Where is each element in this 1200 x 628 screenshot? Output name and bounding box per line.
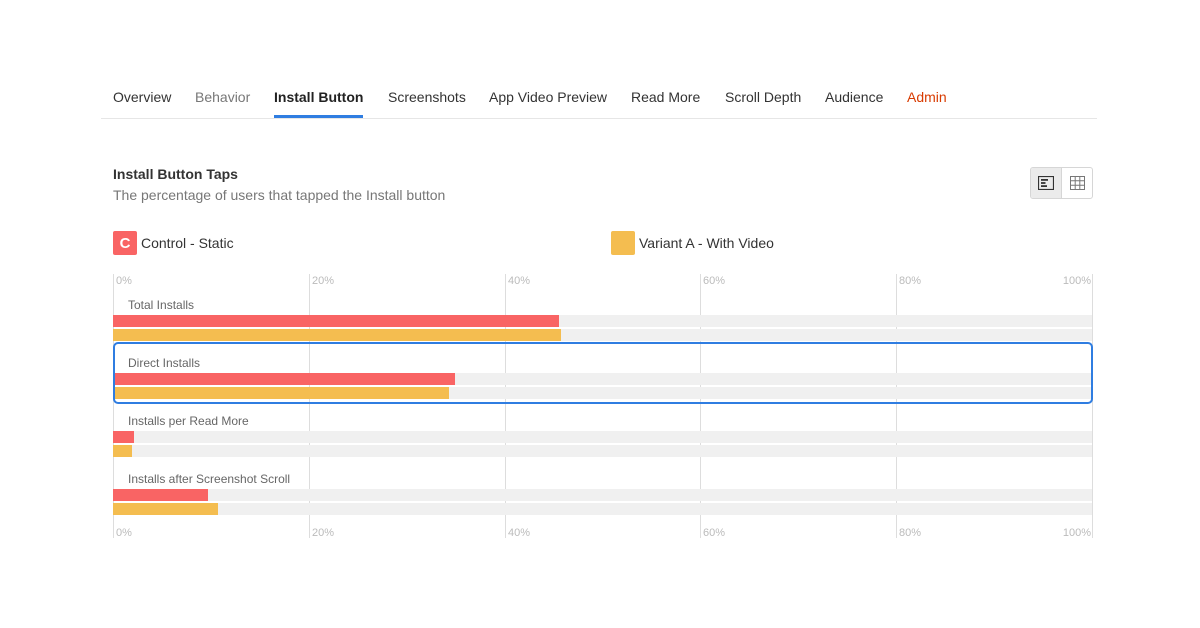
chart-title: Install Button Taps [113, 166, 238, 182]
tab-audience[interactable]: Audience [825, 89, 884, 105]
bar-control[interactable] [113, 489, 208, 501]
table-grid-icon [1069, 176, 1085, 190]
bar-track [113, 489, 1092, 501]
bar-track [113, 315, 1092, 327]
x-tick-label-top: 100% [1062, 275, 1091, 287]
x-tick-label-bottom: 20% [312, 527, 335, 539]
bar-track [113, 329, 1092, 341]
tab-bar: Overview Behavior Install Button Screenshot… [101, 78, 1097, 119]
bar-variant-a[interactable] [113, 445, 132, 457]
bar-variant-a[interactable] [113, 329, 562, 341]
grid-line [113, 274, 114, 538]
row-label: Direct Installs [128, 356, 201, 370]
tab-app-video-preview[interactable]: App Video Preview [489, 89, 608, 105]
tab-scroll-depth[interactable]: Scroll Depth [725, 89, 802, 105]
bar-track [113, 503, 1092, 515]
row-label: Total Installs [128, 298, 195, 312]
x-tick-label-bottom: 60% [703, 527, 726, 539]
tab-install-button[interactable]: Install Button [274, 78, 364, 118]
grid-line [896, 274, 897, 538]
legend-label-variant-a: Variant A - With Video [639, 235, 774, 251]
row-label: Installs per Read More [128, 414, 249, 428]
row-label: Installs after Screenshot Scroll [128, 472, 291, 486]
x-tick-label-top: 80% [899, 275, 922, 287]
x-tick-label-top: 20% [312, 275, 335, 287]
grid-line [700, 274, 701, 538]
selected-row-outline[interactable] [113, 342, 1093, 404]
x-tick-label-top: 60% [703, 275, 726, 287]
x-tick-label-bottom: 40% [508, 527, 531, 539]
grid-line [1092, 274, 1093, 538]
x-tick-label-top: 40% [508, 275, 531, 287]
tab-overview[interactable]: Overview [113, 89, 172, 105]
bar-track [113, 445, 1092, 457]
legend-swatch-variant-a [611, 231, 635, 255]
legend-label-control: Control - Static [141, 235, 234, 251]
tab-screenshots[interactable]: Screenshots [388, 89, 466, 105]
x-tick-label-bottom: 0% [116, 527, 132, 539]
chart-subtitle: The percentage of users that tapped the … [113, 187, 446, 203]
bar-track [113, 431, 1092, 443]
bar-control[interactable] [113, 373, 455, 385]
legend-swatch-control: C [113, 231, 137, 255]
tab-admin[interactable]: Admin [907, 89, 947, 105]
tab-behavior[interactable]: Behavior [195, 89, 251, 105]
x-tick-label-bottom: 80% [899, 527, 922, 539]
bar-control[interactable] [113, 315, 560, 327]
x-tick-label-top: 0% [116, 275, 132, 287]
bar-track [113, 373, 1092, 385]
tab-read-more[interactable]: Read More [631, 89, 701, 105]
bar-variant-a[interactable] [113, 387, 449, 399]
grid-line [309, 274, 310, 538]
legend-item-variant-a[interactable]: Variant A - With Video [611, 231, 774, 255]
bar-chart: 0% 0% 20% 20% 40% 40% 60% 60% 80% 80% 100% 100% Tota… [113, 270, 1093, 540]
legend-item-control[interactable]: C Control - Static [113, 231, 234, 255]
bar-control[interactable] [113, 431, 134, 443]
grid-line [505, 274, 506, 538]
table-view-button[interactable] [1062, 168, 1092, 198]
bar-track [113, 387, 1092, 399]
bar-variant-a[interactable] [113, 503, 218, 515]
bar-chart-icon [1038, 176, 1054, 190]
x-tick-label-bottom: 100% [1062, 527, 1091, 539]
bar-chart-view-button[interactable] [1031, 168, 1062, 198]
view-toggle [1030, 167, 1093, 199]
